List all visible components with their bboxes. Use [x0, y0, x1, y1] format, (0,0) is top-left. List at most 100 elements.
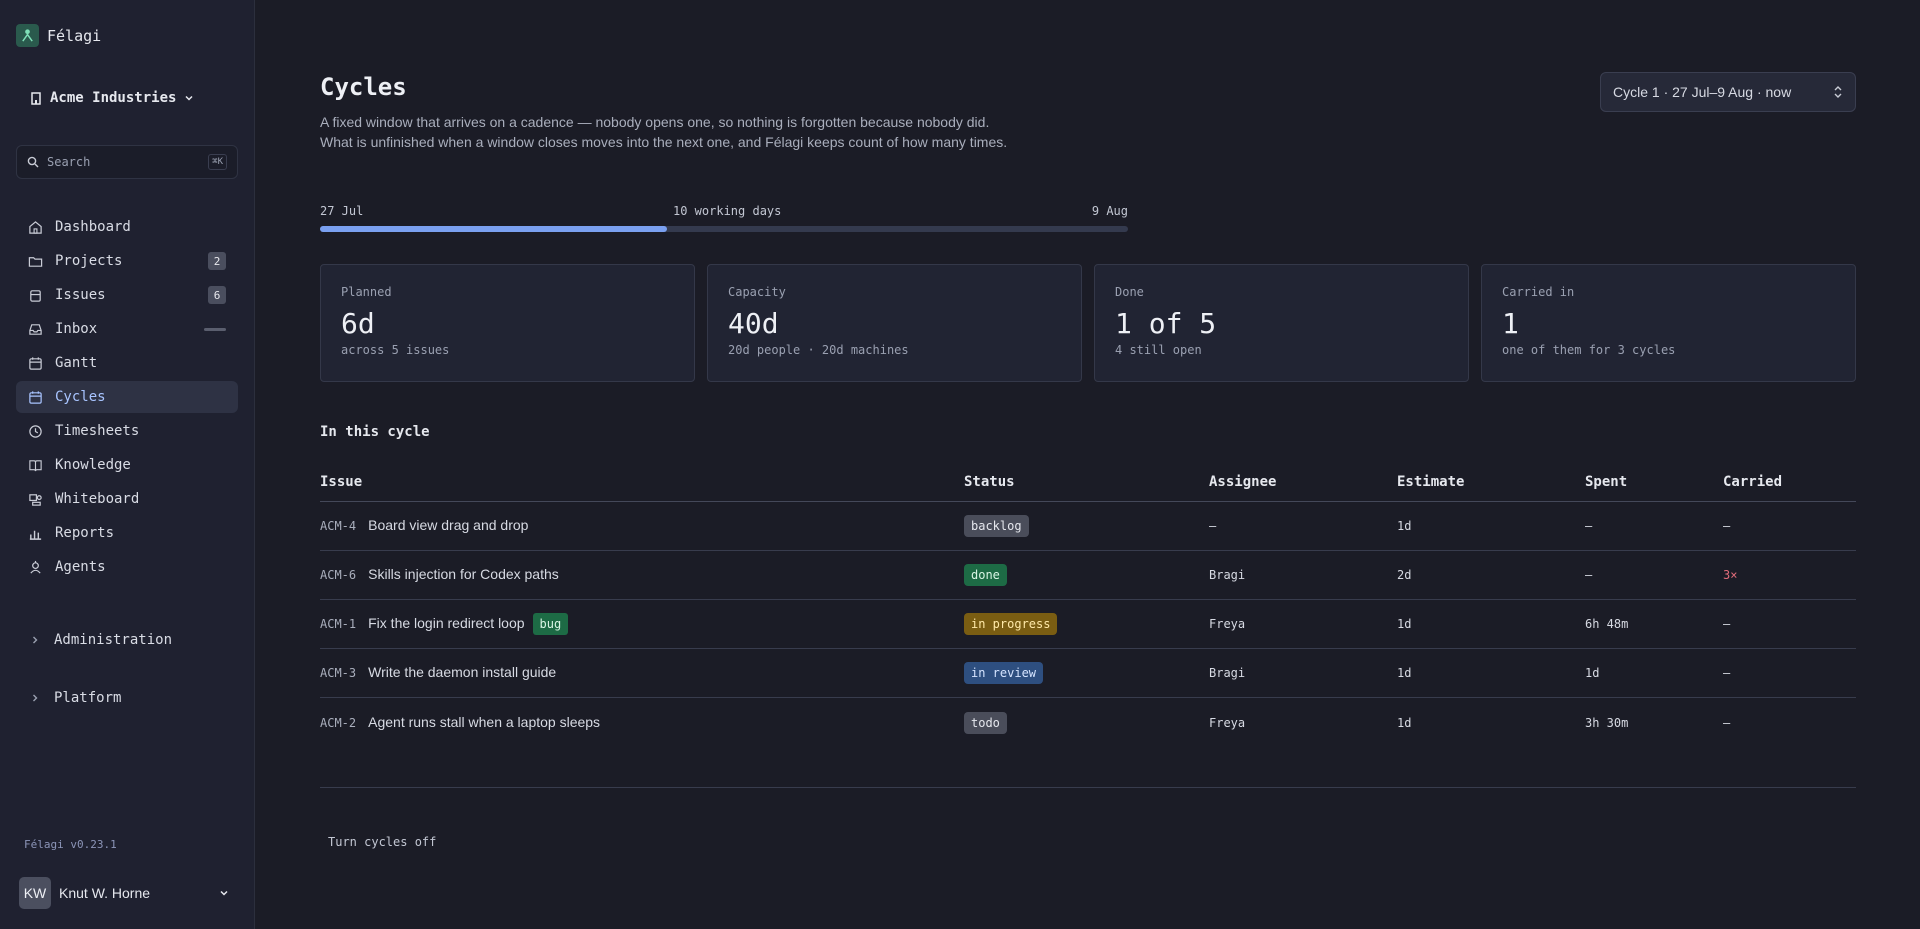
assignee: Freya: [1209, 715, 1246, 730]
app-name: Félagi: [47, 26, 102, 45]
column-header-status[interactable]: Status: [964, 473, 1015, 490]
sidebar-item-projects[interactable]: Projects 2: [16, 245, 238, 277]
table-row[interactable]: ACM-3 Write the daemon install guide in r…: [320, 649, 1856, 698]
carried: —: [1723, 666, 1731, 680]
column-header-carried[interactable]: Carried: [1723, 473, 1783, 490]
sidebar-item-timesheets[interactable]: Timesheets: [16, 415, 238, 447]
sidebar-item-gantt[interactable]: Gantt: [16, 347, 238, 379]
sidebar-item-label: Whiteboard: [55, 491, 140, 507]
table-row[interactable]: ACM-2 Agent runs stall when a laptop slee…: [320, 698, 1856, 747]
whiteboard-icon: [29, 493, 42, 506]
sidebar-item-label: Projects: [55, 253, 123, 269]
stat-subtext: across 5 issues: [341, 343, 450, 357]
table-row[interactable]: ACM-6 Skills injection for Codex paths do…: [320, 551, 1856, 600]
timeline-end: 9 Aug: [1091, 204, 1128, 218]
calendar-icon: [29, 390, 42, 404]
search-input[interactable]: Search ⌘K: [16, 145, 238, 179]
label-tag[interactable]: bug: [532, 613, 569, 635]
sidebar: Félagi Acme Industries Search ⌘K Dashboa…: [0, 0, 255, 929]
search-placeholder: Search: [47, 155, 91, 169]
issues-table: Issue Status Assignee Estimate Spent Car…: [320, 462, 1856, 747]
column-header-estimate[interactable]: Estimate: [1397, 473, 1465, 490]
sidebar-item-agents[interactable]: Agents: [16, 551, 238, 583]
spent: 3h 30m: [1585, 715, 1629, 730]
timeline-progress-bar: [320, 226, 1128, 232]
issue-title[interactable]: Board view drag and drop: [368, 517, 529, 533]
stat-subtext: 20d people · 20d machines: [728, 343, 909, 357]
brand[interactable]: Félagi: [16, 24, 101, 47]
issue-key[interactable]: ACM-4: [320, 519, 357, 533]
sidebar-item-inbox[interactable]: Inbox: [16, 313, 238, 345]
timeline-working-days: 10 working days: [673, 204, 782, 218]
spent: —: [1585, 519, 1593, 533]
issue-key[interactable]: ACM-2: [320, 715, 357, 730]
stat-value: 1: [1502, 307, 1519, 340]
turn-cycles-off-button[interactable]: Turn cycles off: [328, 835, 437, 849]
sidebar-item-label: Timesheets: [55, 423, 140, 439]
estimate: 1d: [1397, 666, 1412, 680]
status-badge[interactable]: todo: [964, 711, 1007, 734]
user-menu[interactable]: KW Knut W. Horne: [19, 877, 229, 909]
stat-label: Planned: [341, 285, 392, 299]
stat-card-carried-in: Carried in 1 one of them for 3 cycles: [1481, 264, 1856, 382]
sidebar-item-whiteboard[interactable]: Whiteboard: [16, 483, 238, 515]
section-platform[interactable]: Platform: [30, 690, 121, 706]
table-row[interactable]: ACM-1 Fix the login redirect loop bug in p…: [320, 600, 1856, 649]
sidebar-item-reports[interactable]: Reports: [16, 517, 238, 549]
table-header-row: Issue Status Assignee Estimate Spent Car…: [320, 462, 1856, 502]
column-header-issue[interactable]: Issue: [320, 473, 363, 490]
issue-title[interactable]: Skills injection for Codex paths: [368, 566, 559, 582]
bar-chart-icon: [29, 530, 42, 540]
chevron-right-icon: [33, 636, 38, 644]
search-icon: [27, 156, 39, 168]
issue-key[interactable]: ACM-3: [320, 666, 357, 680]
sidebar-item-issues[interactable]: Issues 6: [16, 279, 238, 311]
sidebar-item-cycles[interactable]: Cycles: [16, 381, 238, 413]
stat-value: 40d: [728, 307, 779, 340]
stack-icon: [30, 289, 41, 302]
timeline-progress-fill: [320, 226, 668, 232]
stat-value: 1 of 5: [1115, 307, 1217, 340]
stat-value: 6d: [341, 307, 375, 340]
spent: 1d: [1585, 666, 1600, 680]
sidebar-item-label: Gantt: [55, 355, 98, 371]
inbox-icon: [29, 323, 42, 335]
divider: [320, 787, 1856, 788]
column-header-spent[interactable]: Spent: [1585, 473, 1628, 490]
app-logo-icon: [16, 24, 39, 47]
chevron-right-icon: [33, 694, 38, 702]
assignee: Bragi: [1209, 568, 1246, 582]
issue-title[interactable]: Agent runs stall when a laptop sleeps: [368, 713, 601, 730]
sidebar-item-knowledge[interactable]: Knowledge: [16, 449, 238, 481]
table-row[interactable]: ACM-4 Board view drag and drop backlog — …: [320, 502, 1856, 551]
issue-title[interactable]: Fix the login redirect loop: [368, 615, 525, 631]
calendar-icon: [29, 356, 42, 370]
section-administration[interactable]: Administration: [30, 632, 172, 648]
status-badge[interactable]: backlog: [964, 515, 1029, 537]
estimate: 2d: [1397, 568, 1412, 582]
folder-icon: [28, 256, 43, 267]
status-badge[interactable]: in progress: [964, 613, 1058, 635]
section-label: Platform: [54, 690, 122, 706]
org-name: Acme Industries: [50, 90, 177, 106]
status-badge[interactable]: done: [964, 564, 1007, 586]
sidebar-item-label: Cycles: [55, 389, 106, 405]
column-header-assignee[interactable]: Assignee: [1209, 473, 1277, 490]
sidebar-item-label: Agents: [55, 559, 106, 575]
issue-title[interactable]: Write the daemon install guide: [368, 664, 557, 680]
sidebar-nav: Dashboard Projects 2 Issues 6 Inbox Gant…: [16, 211, 238, 585]
stat-cards: Planned 6d across 5 issues Capacity 40d …: [320, 264, 1856, 382]
stat-label: Capacity: [728, 285, 786, 299]
stat-label: Done: [1115, 285, 1144, 299]
sidebar-item-label: Issues: [55, 287, 106, 303]
count-badge: 6: [208, 286, 226, 304]
stat-card-done: Done 1 of 5 4 still open: [1094, 264, 1469, 382]
org-switcher[interactable]: Acme Industries: [30, 90, 194, 106]
issue-key[interactable]: ACM-6: [320, 568, 357, 582]
clock-icon: [29, 424, 42, 438]
cycle-select[interactable]: Cycle 1 · 27 Jul–9 Aug · now: [1600, 72, 1856, 112]
status-badge[interactable]: in review: [964, 662, 1044, 684]
sidebar-item-dashboard[interactable]: Dashboard: [16, 211, 238, 243]
page-title: Cycles: [320, 73, 407, 101]
issue-key[interactable]: ACM-1: [320, 617, 357, 631]
